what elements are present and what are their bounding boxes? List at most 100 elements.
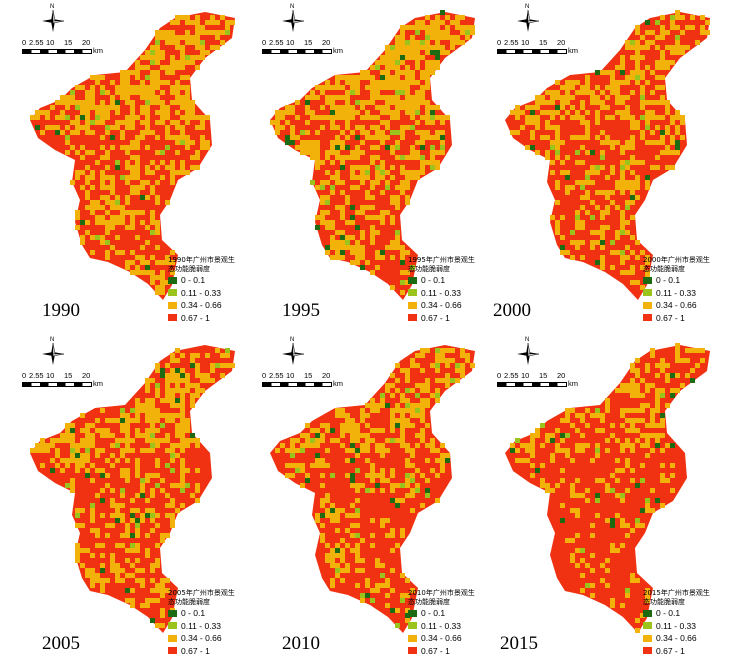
region-map bbox=[270, 345, 475, 633]
scale-tick: 2.55 bbox=[29, 371, 44, 380]
legend-item: 0.34 - 0.66 bbox=[643, 632, 715, 645]
region-map bbox=[505, 343, 710, 633]
legend-title: 2000年广州市景观生态功能脆弱度 bbox=[643, 256, 710, 273]
scale-tick: 15 bbox=[539, 371, 548, 380]
legend-swatch bbox=[643, 301, 652, 309]
legend-label: 0.11 - 0.33 bbox=[656, 287, 697, 298]
legend-swatch bbox=[408, 314, 417, 322]
map-panel-2005: N 0 2.55 10 15 20 km 2005 2005年广州市景观生态功能脆弱度 … bbox=[0, 333, 240, 663]
legend: 2015年广州市景观生态功能脆弱度 0 - 0.1 0.11 - 0.33 0.34… bbox=[643, 589, 715, 657]
scale-tick: 10 bbox=[286, 38, 295, 47]
legend-title: 2010年广州市景观生态功能脆弱度 bbox=[408, 589, 475, 606]
map-panel-2000: N 0 2.55 10 15 20 km 2000 2000年广州市景观生态功能脆弱度 … bbox=[475, 0, 715, 330]
scale-tick: 20 bbox=[557, 371, 566, 380]
region-map bbox=[505, 10, 710, 300]
legend-label: 0.67 - 1 bbox=[181, 312, 210, 323]
legend-label: 0.34 - 0.66 bbox=[181, 300, 222, 311]
legend-label: 0 - 0.1 bbox=[421, 608, 446, 619]
legend-swatch bbox=[168, 289, 177, 297]
scale-tick: 15 bbox=[539, 38, 548, 47]
legend-title: 2005年广州市景观生态功能脆弱度 bbox=[168, 589, 235, 606]
scale-tick: 2.55 bbox=[504, 371, 519, 380]
legend-label: 0.67 - 1 bbox=[656, 645, 685, 656]
north-arrow-icon: N bbox=[40, 4, 66, 36]
legend-label: 0.11 - 0.33 bbox=[656, 620, 697, 631]
legend-label: 0.11 - 0.33 bbox=[421, 287, 462, 298]
legend-swatch bbox=[643, 647, 652, 655]
scale-tick: 10 bbox=[521, 371, 530, 380]
legend-label: 0.11 - 0.33 bbox=[181, 287, 222, 298]
legend-item: 0.11 - 0.33 bbox=[643, 287, 715, 300]
north-arrow-icon: N bbox=[515, 4, 541, 36]
scale-tick: 15 bbox=[64, 371, 73, 380]
scale-tick: 0 bbox=[22, 371, 27, 380]
legend-label: 0.67 - 1 bbox=[181, 645, 210, 656]
legend-swatch bbox=[643, 634, 652, 642]
map-panel-1990: N 0 2.55 10 15 20 km 1990 1990年广州市景观生态功能脆弱度 … bbox=[0, 0, 240, 330]
legend: 2000年广州市景观生态功能脆弱度 0 - 0.1 0.11 - 0.33 0.34… bbox=[643, 256, 715, 324]
scale-unit: km bbox=[333, 379, 343, 388]
scale-tick: 20 bbox=[557, 38, 566, 47]
legend-item: 0.67 - 1 bbox=[408, 645, 480, 658]
scale-tick: 15 bbox=[304, 371, 313, 380]
scale-tick: 10 bbox=[286, 371, 295, 380]
year-label: 2005 bbox=[42, 633, 80, 654]
legend-title: 1990年广州市景观生态功能脆弱度 bbox=[168, 256, 235, 273]
legend-item: 0.11 - 0.33 bbox=[168, 620, 240, 633]
legend-swatch bbox=[168, 314, 177, 322]
scale-unit: km bbox=[333, 46, 343, 55]
legend-label: 0.34 - 0.66 bbox=[656, 633, 697, 644]
legend-item: 0.34 - 0.66 bbox=[643, 299, 715, 312]
legend-swatch bbox=[168, 609, 177, 617]
north-arrow-icon: N bbox=[40, 337, 66, 369]
scale-tick: 0 bbox=[22, 38, 27, 47]
legend-swatch bbox=[408, 276, 417, 284]
year-label: 1995 bbox=[282, 300, 320, 321]
legend-item: 0.67 - 1 bbox=[643, 645, 715, 658]
scale-unit: km bbox=[93, 46, 103, 55]
map-panel-1995: N 0 2.55 10 15 20 km 1995 1995年广州市景观生态功能脆弱度 … bbox=[240, 0, 480, 330]
legend-label: 0 - 0.1 bbox=[181, 608, 206, 619]
legend: 2010年广州市景观生态功能脆弱度 0 - 0.1 0.11 - 0.33 0.34… bbox=[408, 589, 480, 657]
scale-tick: 20 bbox=[322, 371, 331, 380]
legend: 2005年广州市景观生态功能脆弱度 0 - 0.1 0.11 - 0.33 0.34… bbox=[168, 589, 240, 657]
legend-swatch bbox=[168, 634, 177, 642]
legend-label: 0.67 - 1 bbox=[421, 645, 450, 656]
scale-tick: 2.55 bbox=[269, 371, 284, 380]
scale-tick: 0 bbox=[262, 38, 267, 47]
legend-label: 0.34 - 0.66 bbox=[421, 300, 462, 311]
scale-unit: km bbox=[568, 379, 578, 388]
north-label: N bbox=[50, 337, 55, 343]
legend-swatch bbox=[643, 314, 652, 322]
legend-item: 0.67 - 1 bbox=[643, 312, 715, 325]
north-label: N bbox=[50, 4, 55, 10]
north-arrow-icon: N bbox=[280, 337, 306, 369]
legend-swatch bbox=[408, 647, 417, 655]
legend-swatch bbox=[643, 276, 652, 284]
scale-tick: 15 bbox=[64, 38, 73, 47]
legend-swatch bbox=[168, 301, 177, 309]
map-panel-2010: N 0 2.55 10 15 20 km 2010 2010年广州市景观生态功能脆弱度 … bbox=[240, 333, 480, 663]
north-label: N bbox=[525, 337, 530, 343]
legend-swatch bbox=[408, 289, 417, 297]
legend-item: 0.67 - 1 bbox=[168, 312, 240, 325]
legend-label: 0.11 - 0.33 bbox=[421, 620, 462, 631]
scale-tick: 10 bbox=[46, 371, 55, 380]
legend: 1990年广州市景观生态功能脆弱度 0 - 0.1 0.11 - 0.33 0.34… bbox=[168, 256, 240, 324]
legend-label: 0.67 - 1 bbox=[656, 312, 685, 323]
legend-swatch bbox=[168, 276, 177, 284]
legend-swatch bbox=[408, 634, 417, 642]
legend-item: 0.11 - 0.33 bbox=[408, 620, 480, 633]
legend-item: 0 - 0.1 bbox=[168, 274, 240, 287]
year-label: 2015 bbox=[500, 633, 538, 654]
scale-tick: 10 bbox=[521, 38, 530, 47]
north-arrow-icon: N bbox=[280, 4, 306, 36]
legend-item: 0 - 0.1 bbox=[643, 607, 715, 620]
legend: 1995年广州市景观生态功能脆弱度 0 - 0.1 0.11 - 0.33 0.34… bbox=[408, 256, 480, 324]
legend-item: 0.34 - 0.66 bbox=[408, 632, 480, 645]
scale-tick: 0 bbox=[497, 38, 502, 47]
scale-tick: 2.55 bbox=[269, 38, 284, 47]
legend-label: 0.67 - 1 bbox=[421, 312, 450, 323]
legend-swatch bbox=[643, 609, 652, 617]
scale-tick: 20 bbox=[82, 371, 91, 380]
